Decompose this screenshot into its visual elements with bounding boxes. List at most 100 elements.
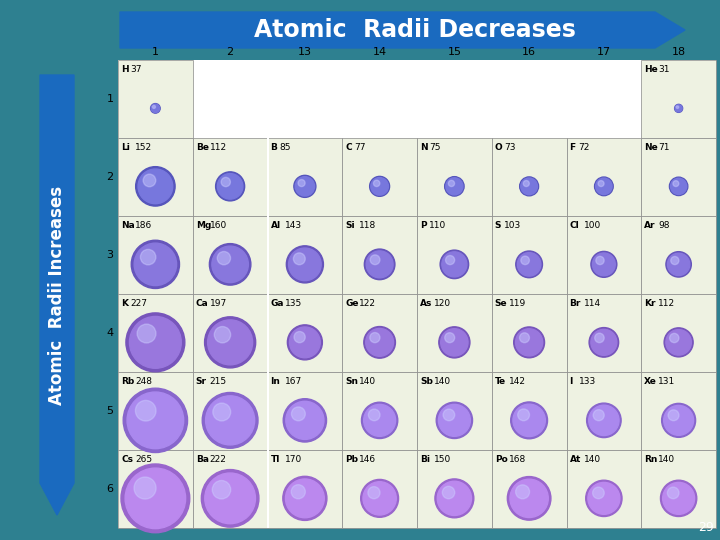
Text: 140: 140 [434, 377, 451, 387]
Circle shape [440, 250, 469, 279]
Text: Ar: Ar [644, 221, 656, 231]
FancyArrow shape [40, 75, 74, 515]
Bar [193, 216, 268, 294]
Text: 3: 3 [107, 250, 114, 260]
Circle shape [673, 181, 679, 186]
Bar [642, 138, 716, 216]
Text: 6: 6 [107, 484, 114, 494]
Text: 17: 17 [597, 47, 611, 57]
Circle shape [516, 329, 543, 356]
Circle shape [286, 401, 324, 440]
Text: 98: 98 [658, 221, 670, 231]
Text: Al: Al [271, 221, 281, 231]
Circle shape [363, 482, 396, 515]
Bar [492, 294, 567, 372]
Circle shape [153, 105, 156, 109]
Text: 112: 112 [658, 300, 675, 308]
Circle shape [206, 396, 255, 445]
Text: At: At [570, 456, 581, 464]
Bar [118, 60, 193, 138]
Circle shape [445, 333, 455, 343]
Bar [417, 372, 492, 450]
Circle shape [670, 178, 687, 194]
Circle shape [595, 177, 613, 195]
Circle shape [123, 388, 187, 453]
Text: 142: 142 [509, 377, 526, 387]
Circle shape [292, 407, 305, 421]
Text: Kr: Kr [644, 300, 656, 308]
Circle shape [449, 180, 454, 186]
Text: 265: 265 [135, 456, 152, 464]
Circle shape [370, 333, 380, 343]
Bar [642, 372, 716, 450]
Text: 13: 13 [298, 47, 312, 57]
Bar [417, 450, 492, 528]
Circle shape [207, 320, 253, 365]
Circle shape [587, 403, 621, 437]
Circle shape [287, 246, 323, 283]
Text: Atomic  Radii Increases: Atomic Radii Increases [48, 185, 66, 404]
Circle shape [676, 106, 679, 109]
Text: 75: 75 [429, 144, 441, 152]
Bar [492, 216, 567, 294]
Circle shape [438, 404, 470, 436]
Text: P: P [420, 221, 427, 231]
Circle shape [436, 402, 472, 438]
Circle shape [510, 479, 549, 517]
Text: N: N [420, 144, 428, 152]
Circle shape [595, 333, 604, 343]
Text: Pb: Pb [346, 456, 359, 464]
Text: Ne: Ne [644, 144, 658, 152]
Circle shape [675, 105, 682, 112]
Bar [642, 60, 716, 138]
Circle shape [138, 169, 173, 204]
Text: Po: Po [495, 456, 508, 464]
Bar [567, 138, 642, 216]
Circle shape [130, 316, 181, 368]
Text: 150: 150 [434, 456, 451, 464]
Circle shape [508, 477, 551, 520]
Text: Ba: Ba [196, 456, 209, 464]
Circle shape [667, 487, 679, 499]
Circle shape [134, 477, 156, 499]
Circle shape [143, 174, 156, 187]
Text: Rn: Rn [644, 456, 657, 464]
Bar [268, 294, 342, 372]
Text: 160: 160 [210, 221, 227, 231]
Circle shape [361, 480, 399, 517]
Circle shape [445, 177, 464, 196]
Circle shape [668, 410, 679, 421]
Bar [642, 216, 716, 294]
Circle shape [212, 481, 230, 499]
Text: 222: 222 [210, 456, 227, 464]
Circle shape [134, 243, 176, 286]
Bar [342, 372, 417, 450]
Bar [492, 372, 567, 450]
Text: 16: 16 [522, 47, 536, 57]
Bar [342, 138, 417, 216]
Bar [268, 372, 342, 450]
Bar [266, 138, 269, 528]
Circle shape [441, 329, 468, 356]
Text: Sn: Sn [346, 377, 359, 387]
Text: 5: 5 [107, 406, 114, 416]
Circle shape [368, 487, 380, 499]
Circle shape [586, 480, 622, 517]
Circle shape [369, 177, 390, 197]
Circle shape [595, 178, 612, 194]
Circle shape [126, 313, 185, 372]
Text: 120: 120 [434, 300, 451, 308]
Circle shape [588, 482, 620, 514]
Text: 133: 133 [578, 377, 595, 387]
Bar [268, 138, 342, 216]
Text: Ge: Ge [346, 300, 359, 308]
Text: H: H [121, 65, 129, 75]
Circle shape [675, 104, 683, 112]
Text: 140: 140 [583, 456, 600, 464]
Text: Be: Be [196, 144, 209, 152]
Circle shape [221, 177, 230, 187]
Bar [417, 294, 492, 372]
Circle shape [671, 256, 679, 265]
Bar [268, 450, 342, 528]
Circle shape [520, 177, 539, 196]
